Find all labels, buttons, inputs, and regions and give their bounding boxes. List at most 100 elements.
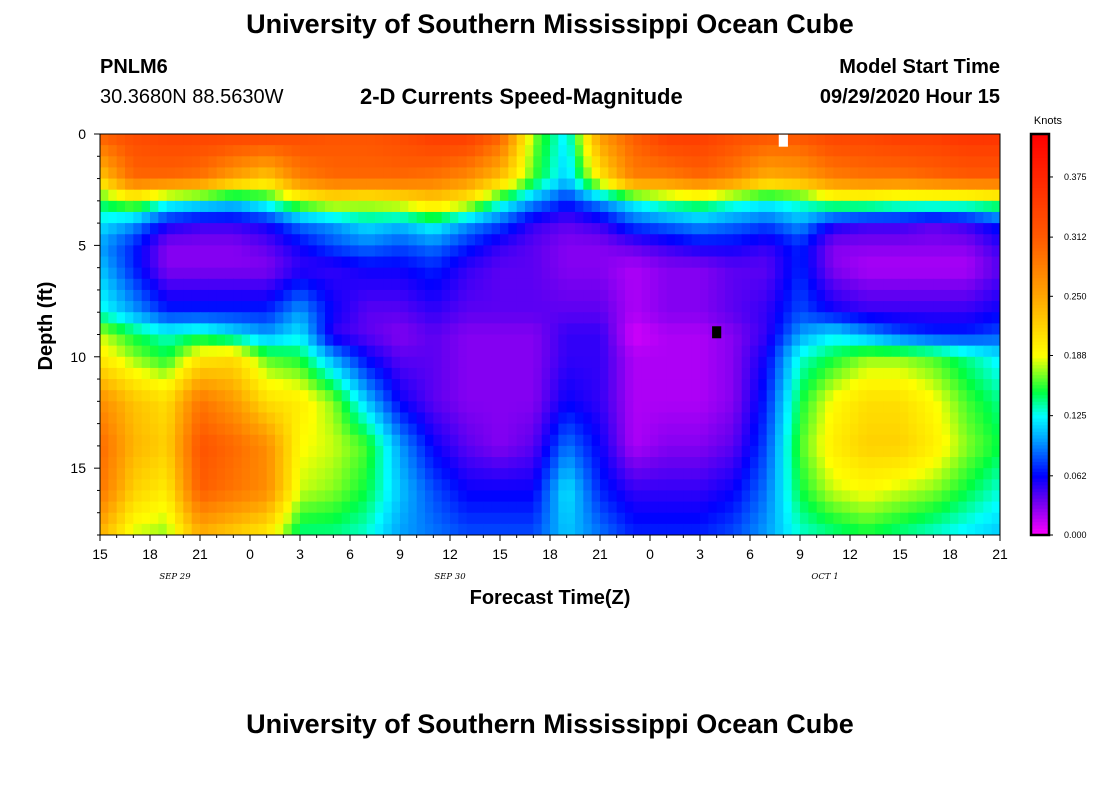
- x-tick-label: 21: [192, 546, 208, 562]
- heatmap-cell: [283, 278, 293, 291]
- heatmap-cell: [966, 423, 976, 436]
- heatmap-cell: [891, 401, 901, 414]
- heatmap-cell: [516, 145, 526, 157]
- heatmap-cell: [783, 178, 793, 191]
- heatmap-cell: [316, 289, 326, 302]
- heatmap-cell: [250, 356, 259, 369]
- heatmap-cell: [216, 178, 226, 191]
- heatmap-cell: [441, 167, 451, 180]
- heatmap-cell: [883, 256, 893, 269]
- heatmap-cell: [408, 379, 418, 391]
- heatmap-cell: [733, 457, 743, 469]
- heatmap-cell: [525, 156, 534, 169]
- heatmap-cell: [516, 211, 526, 224]
- heatmap-cell: [250, 512, 259, 525]
- heatmap-cell: [808, 457, 818, 469]
- heatmap-cell: [875, 501, 884, 514]
- heatmap-cell: [675, 379, 684, 391]
- heatmap-cell: [250, 367, 259, 380]
- heatmap-cell: [866, 145, 876, 157]
- heatmap-cell: [800, 323, 809, 336]
- heatmap-cell: [425, 323, 434, 336]
- heatmap-cell: [100, 211, 109, 224]
- heatmap-cell: [308, 512, 318, 525]
- heatmap-cell: [600, 267, 609, 280]
- heatmap-cell: [891, 523, 901, 535]
- heatmap-cell: [325, 445, 334, 458]
- heatmap-cell: [858, 301, 868, 313]
- heatmap-cell: [550, 367, 559, 380]
- heatmap-cell: [883, 156, 893, 169]
- heatmap-cell: [766, 278, 776, 291]
- heatmap-cell: [200, 523, 209, 535]
- heatmap-cell: [233, 434, 243, 447]
- x-date-label: OCT 1: [811, 572, 838, 582]
- heatmap-cell: [783, 512, 793, 525]
- heatmap-cell: [191, 323, 201, 336]
- heatmap-cell: [266, 479, 276, 492]
- heatmap-cell: [366, 468, 376, 480]
- heatmap-cell: [333, 178, 343, 191]
- heatmap-cell: [458, 356, 468, 369]
- heatmap-cell: [275, 267, 284, 280]
- heatmap-cell: [741, 189, 751, 202]
- heatmap-cell: [450, 434, 459, 447]
- heatmap-cell: [741, 156, 751, 169]
- heatmap-cell: [100, 289, 109, 302]
- heatmap-cell: [433, 323, 443, 336]
- heatmap-cell: [225, 457, 234, 469]
- heatmap-cell: [891, 434, 901, 447]
- heatmap-cell: [333, 200, 343, 213]
- heatmap-cell: [866, 423, 876, 436]
- heatmap-cell: [350, 223, 359, 235]
- heatmap-cell: [883, 356, 893, 369]
- heatmap-cell: [358, 145, 368, 157]
- heatmap-cell: [833, 245, 843, 258]
- colorbar-segment: [1031, 314, 1049, 319]
- heatmap-cell: [983, 356, 993, 369]
- heatmap-cell: [850, 523, 859, 535]
- heatmap-cell: [141, 211, 151, 224]
- heatmap-cell: [866, 445, 876, 458]
- heatmap-cell: [758, 145, 768, 157]
- heatmap-cell: [891, 468, 901, 480]
- heatmap-cell: [475, 189, 484, 202]
- heatmap-cell: [650, 245, 659, 258]
- heatmap-cell: [700, 223, 709, 235]
- heatmap-cell: [758, 178, 768, 191]
- heatmap-cell: [941, 167, 951, 180]
- heatmap-cell: [125, 367, 134, 380]
- heatmap-cell: [908, 256, 918, 269]
- heatmap-cell: [633, 312, 643, 324]
- colorbar-segment: [1031, 461, 1049, 466]
- heatmap-cell: [150, 145, 159, 157]
- heatmap-cell: [950, 334, 959, 347]
- heatmap-cell: [308, 145, 318, 157]
- heatmap-cell: [925, 256, 934, 269]
- heatmap-cell: [900, 234, 909, 246]
- heatmap-cell: [333, 468, 343, 480]
- heatmap-cell: [283, 468, 293, 480]
- heatmap-cell: [800, 390, 809, 402]
- heatmap-cell: [391, 379, 401, 391]
- heatmap-cell: [200, 134, 209, 146]
- heatmap-cell: [258, 223, 268, 235]
- heatmap-cell: [575, 267, 584, 280]
- heatmap-cell: [308, 211, 318, 224]
- heatmap-cell: [325, 134, 334, 146]
- heatmap-cell: [958, 312, 968, 324]
- heatmap-cell: [691, 234, 701, 246]
- heatmap-cell: [733, 267, 743, 280]
- heatmap-cell: [175, 479, 184, 492]
- heatmap-cell: [400, 189, 409, 202]
- heatmap-cell: [716, 523, 726, 535]
- heatmap-cell: [175, 256, 184, 269]
- heatmap-cell: [383, 401, 393, 414]
- heatmap-cell: [316, 501, 326, 514]
- heatmap-cell: [241, 379, 251, 391]
- heatmap-cell: [316, 390, 326, 402]
- heatmap-cell: [333, 423, 343, 436]
- heatmap-cell: [983, 445, 993, 458]
- y-tick-label: 10: [70, 349, 86, 365]
- x-tick-label: 21: [992, 546, 1008, 562]
